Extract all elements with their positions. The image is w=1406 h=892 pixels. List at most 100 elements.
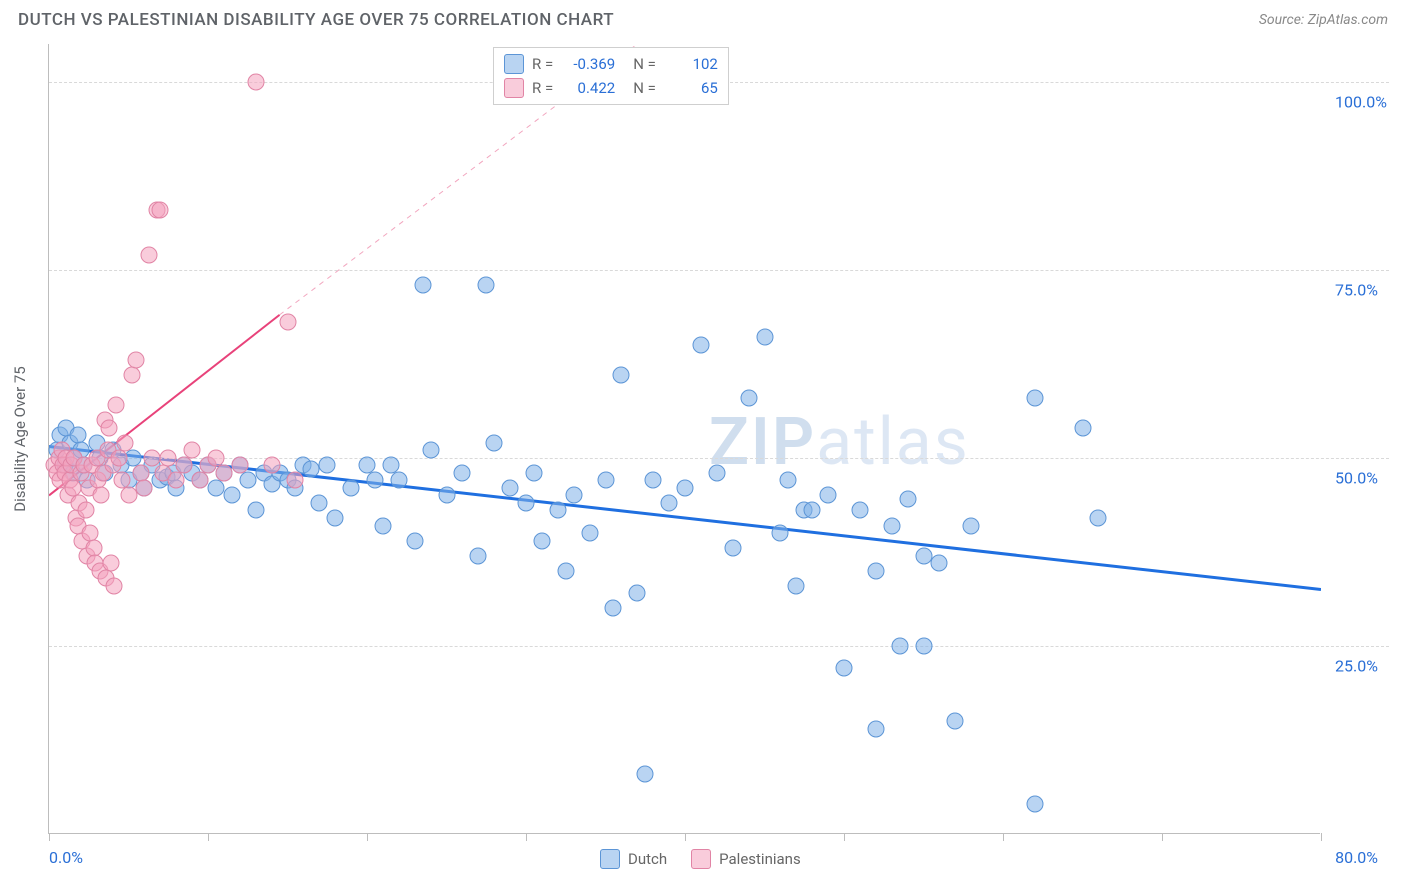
x-end-label: 80.0% xyxy=(1335,848,1378,867)
scatter-point xyxy=(279,314,296,331)
scatter-point xyxy=(327,510,344,527)
x-tick xyxy=(1321,833,1322,841)
scatter-point xyxy=(525,464,542,481)
scatter-point xyxy=(223,487,240,504)
scatter-point xyxy=(319,457,336,474)
scatter-point xyxy=(141,246,158,263)
x-tick xyxy=(208,833,209,841)
scatter-point xyxy=(820,487,837,504)
scatter-point xyxy=(144,449,161,466)
legend-swatch xyxy=(504,54,524,74)
scatter-point xyxy=(518,494,535,511)
plot-area: ZIPatlas 25.0%50.0%75.0%100.0%0.0%80.0% xyxy=(48,44,1320,834)
scatter-point xyxy=(120,487,137,504)
scatter-point xyxy=(422,442,439,459)
scatter-point xyxy=(661,494,678,511)
scatter-point xyxy=(247,73,264,90)
scatter-point xyxy=(103,555,120,572)
scatter-point xyxy=(454,464,471,481)
scatter-point xyxy=(867,720,884,737)
scatter-point xyxy=(708,464,725,481)
stats-label-n: N = xyxy=(633,55,656,73)
scatter-point xyxy=(756,329,773,346)
scatter-point xyxy=(123,367,140,384)
scatter-point xyxy=(502,479,519,496)
scatter-point xyxy=(438,487,455,504)
scatter-point xyxy=(343,479,360,496)
scatter-point xyxy=(788,577,805,594)
legend-item: Palestinians xyxy=(691,849,801,869)
scatter-point xyxy=(486,434,503,451)
scatter-point xyxy=(597,472,614,489)
scatter-point xyxy=(231,457,248,474)
x-tick xyxy=(367,833,368,841)
scatter-point xyxy=(106,577,123,594)
scatter-point xyxy=(867,562,884,579)
scatter-point xyxy=(692,336,709,353)
legend-swatch xyxy=(600,849,620,869)
x-start-label: 0.0% xyxy=(49,848,83,867)
scatter-point xyxy=(247,502,264,519)
scatter-point xyxy=(899,491,916,508)
scatter-point xyxy=(263,457,280,474)
scatter-point xyxy=(414,276,431,293)
x-tick xyxy=(685,833,686,841)
stats-label-r: R = xyxy=(532,55,553,73)
scatter-point xyxy=(772,525,789,542)
scatter-point xyxy=(311,494,328,511)
stats-value-r: -0.369 xyxy=(561,55,615,73)
scatter-point xyxy=(1074,419,1091,436)
scatter-point xyxy=(1090,510,1107,527)
scatter-point xyxy=(605,600,622,617)
scatter-point xyxy=(168,472,185,489)
legend-label: Palestinians xyxy=(719,850,801,868)
scatter-point xyxy=(581,525,598,542)
scatter-point xyxy=(740,389,757,406)
scatter-point xyxy=(915,637,932,654)
scatter-point xyxy=(287,472,304,489)
legend-swatch xyxy=(504,78,524,98)
scatter-point xyxy=(963,517,980,534)
x-tick xyxy=(49,833,50,841)
scatter-point xyxy=(915,547,932,564)
stats-row: R =0.422N =65 xyxy=(504,76,718,100)
scatter-point xyxy=(192,472,209,489)
x-tick xyxy=(1162,833,1163,841)
scatter-point xyxy=(136,479,153,496)
y-tick-label: 75.0% xyxy=(1335,280,1378,299)
stats-label-r: R = xyxy=(532,79,553,97)
watermark: ZIPatlas xyxy=(709,404,970,481)
scatter-point xyxy=(470,547,487,564)
scatter-point xyxy=(1026,795,1043,812)
scatter-point xyxy=(931,555,948,572)
scatter-point xyxy=(406,532,423,549)
gridline xyxy=(49,458,1389,459)
chart-source: Source: ZipAtlas.com xyxy=(1259,12,1388,28)
scatter-point xyxy=(613,367,630,384)
scatter-point xyxy=(891,637,908,654)
scatter-point xyxy=(207,479,224,496)
scatter-point xyxy=(152,201,169,218)
scatter-point xyxy=(565,487,582,504)
scatter-point xyxy=(637,765,654,782)
scatter-point xyxy=(184,442,201,459)
y-tick-label: 50.0% xyxy=(1335,468,1378,487)
scatter-point xyxy=(478,276,495,293)
scatter-point xyxy=(117,434,134,451)
scatter-point xyxy=(239,472,256,489)
stats-value-n: 102 xyxy=(664,55,718,73)
scatter-point xyxy=(366,472,383,489)
scatter-point xyxy=(780,472,797,489)
gridline xyxy=(49,646,1389,647)
legend-swatch xyxy=(691,849,711,869)
x-tick xyxy=(526,833,527,841)
chart-title: DUTCH VS PALESTINIAN DISABILITY AGE OVER… xyxy=(18,10,614,30)
stats-value-n: 65 xyxy=(664,79,718,97)
scatter-point xyxy=(93,487,110,504)
scatter-point xyxy=(629,585,646,602)
stats-value-r: 0.422 xyxy=(561,79,615,97)
legend-label: Dutch xyxy=(628,850,667,868)
y-axis-label: Disability Age Over 75 xyxy=(11,366,29,511)
scatter-point xyxy=(110,449,127,466)
scatter-point xyxy=(947,713,964,730)
